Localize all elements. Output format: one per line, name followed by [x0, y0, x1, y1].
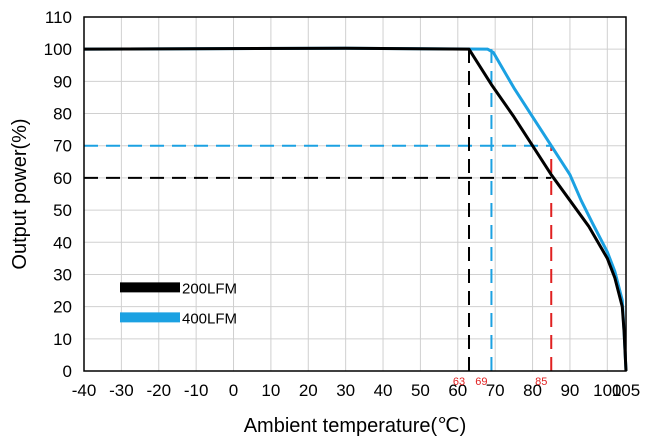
y-tick-label: 60 — [53, 169, 72, 188]
series-line — [83, 46, 628, 372]
x-tick-label: 100 — [593, 381, 621, 400]
y-tick-label: 80 — [53, 105, 72, 124]
x-axis-title: Ambient temperature(℃) — [244, 415, 467, 437]
x-tick-label: 40 — [374, 381, 393, 400]
y-tick-label: 40 — [53, 233, 72, 252]
y-tick-label: 70 — [53, 137, 72, 156]
y-tick-label: 30 — [53, 265, 72, 284]
y-tick-label: 100 — [44, 40, 72, 59]
y-tick-label: 50 — [53, 201, 72, 220]
x-tick-label: -30 — [109, 381, 134, 400]
legend: 200LFM 400LFM — [120, 280, 237, 327]
y-tick-labels: 0 10 20 30 40 50 60 70 80 90 100 110 — [44, 8, 72, 381]
y-tick-label: 0 — [63, 362, 72, 381]
x-tick-label: -40 — [72, 381, 97, 400]
legend-label: 400LFM — [182, 310, 237, 327]
y-tick-label: 10 — [53, 330, 72, 349]
x-tick-label: 60 — [448, 381, 467, 400]
x-tick-label: 20 — [299, 381, 318, 400]
x-tick-label: 50 — [411, 381, 430, 400]
x-tick-label: -20 — [146, 381, 171, 400]
y-axis-title: Output power(%) — [9, 118, 31, 269]
x-tick-label: -10 — [184, 381, 209, 400]
x-tick-label: 90 — [560, 381, 579, 400]
series-line — [83, 46, 628, 372]
marker-label: 69 — [475, 376, 487, 388]
x-tick-label: 30 — [336, 381, 355, 400]
y-tick-label: 90 — [53, 72, 72, 91]
marker-label: 63 — [453, 376, 465, 388]
y-tick-label: 20 — [53, 298, 72, 317]
plot-frame — [83, 16, 627, 372]
x-tick-label: 80 — [523, 381, 542, 400]
x-tick-label: 70 — [486, 381, 505, 400]
x-tick-label: 0 — [229, 381, 238, 400]
x-tick-label: 105 — [612, 381, 640, 400]
x-tick-label: 10 — [261, 381, 280, 400]
y-tick-label: 110 — [45, 8, 72, 27]
legend-label: 200LFM — [182, 280, 237, 297]
series-lines — [83, 46, 628, 372]
marker-label: 85 — [535, 376, 547, 388]
reference-lines — [84, 49, 553, 371]
marker-labels: 63 69 85 — [453, 376, 547, 388]
